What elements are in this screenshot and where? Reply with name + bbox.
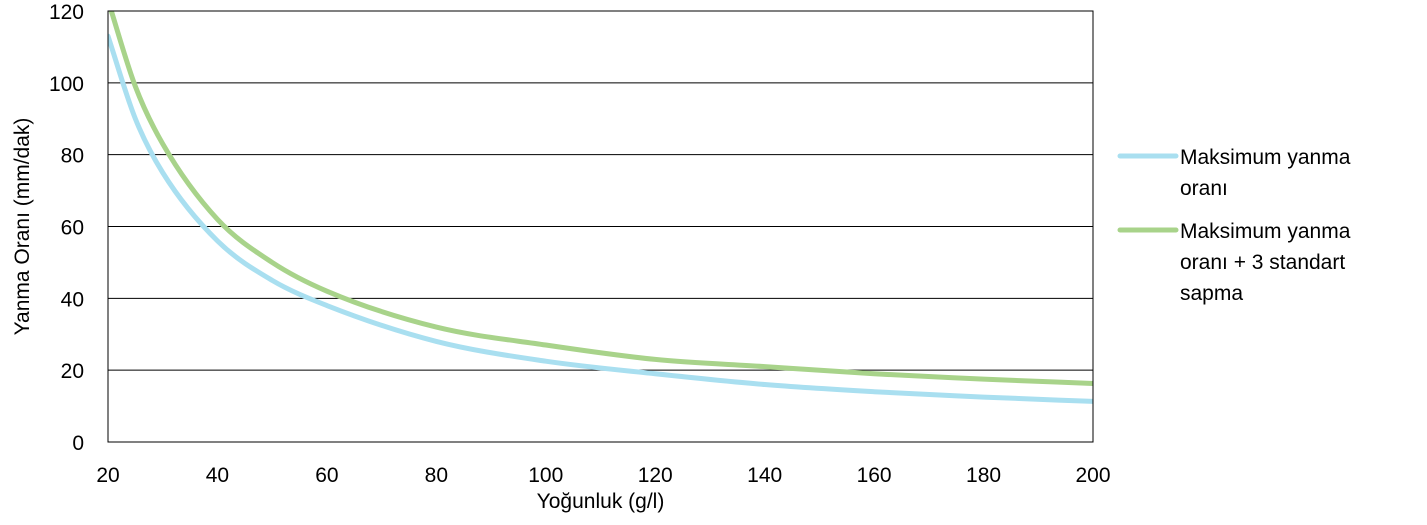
legend-label-2: Maksimum yanma bbox=[1180, 220, 1351, 243]
y-tick-label: 120 bbox=[49, 1, 84, 24]
x-tick-label: 40 bbox=[206, 464, 229, 487]
x-axis-title: Yoğunluk (g/l) bbox=[537, 490, 665, 513]
x-tick-label: 20 bbox=[96, 464, 119, 487]
y-tick-label: 20 bbox=[61, 360, 84, 383]
y-tick-label: 40 bbox=[61, 288, 84, 311]
x-tick-label: 160 bbox=[857, 464, 892, 487]
series-lines bbox=[108, 11, 1093, 404]
legend-label-2: sapma bbox=[1180, 282, 1243, 305]
x-tick-label: 80 bbox=[425, 464, 448, 487]
y-tick-label: 60 bbox=[61, 217, 84, 240]
y-tick-label: 80 bbox=[61, 145, 84, 168]
legend-label-1: oranı bbox=[1180, 177, 1228, 200]
legend-label-1: Maksimum yanma bbox=[1180, 146, 1351, 169]
x-tick-label: 180 bbox=[966, 464, 1001, 487]
series-line-2 bbox=[108, 11, 1093, 386]
y-tick-label: 0 bbox=[72, 432, 84, 455]
x-tick-label: 60 bbox=[315, 464, 338, 487]
y-tick-label: 100 bbox=[49, 73, 84, 96]
x-tick-label: 120 bbox=[638, 464, 673, 487]
x-tick-label: 200 bbox=[1075, 464, 1110, 487]
x-tick-label: 100 bbox=[528, 464, 563, 487]
series-line-1 bbox=[108, 33, 1093, 404]
x-tick-labels: 20 40 60 80 100 120 140 160 180 200 bbox=[96, 464, 1110, 487]
x-tick-label: 140 bbox=[747, 464, 782, 487]
plot-frame bbox=[107, 10, 1094, 443]
legend-label-2: oranı + 3 standart bbox=[1180, 251, 1345, 274]
y-tick-labels: 0 20 40 60 80 100 120 bbox=[49, 1, 84, 455]
y-axis-title: Yanma Oranı (mm/dak) bbox=[11, 118, 34, 336]
legend: Maksimum yanma oranı Maksimum yanma oranı +… bbox=[1117, 146, 1351, 305]
